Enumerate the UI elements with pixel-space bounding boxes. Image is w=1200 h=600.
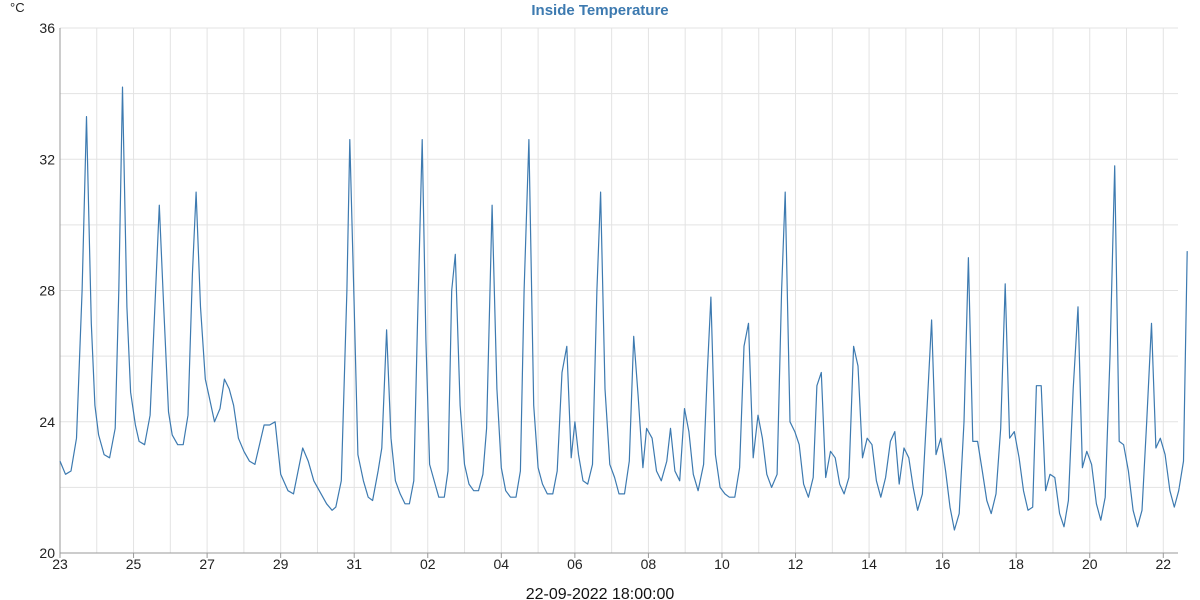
x-axis-label: 22-09-2022 18:00:00 — [526, 586, 675, 600]
x-tick-label: 31 — [346, 556, 362, 572]
y-tick-label: 28 — [39, 283, 55, 299]
x-tick-label: 08 — [641, 556, 657, 572]
x-axis-ticks: 23 25 27 29 31 02 04 06 08 10 12 14 16 18 20 22 — [52, 553, 1171, 572]
grid-lines — [59, 27, 1178, 554]
x-tick-label: 29 — [273, 556, 289, 572]
x-tick-label: 02 — [420, 556, 436, 572]
x-tick-label: 18 — [1008, 556, 1024, 572]
y-tick-label: 20 — [39, 545, 55, 561]
y-axis-unit: °C — [10, 0, 25, 15]
x-tick-label: 16 — [935, 556, 951, 572]
chart-title: Inside Temperature — [531, 2, 668, 19]
x-tick-label: 12 — [788, 556, 804, 572]
y-tick-label: 36 — [39, 20, 55, 36]
x-tick-label: 25 — [126, 556, 142, 572]
x-tick-label: 14 — [861, 556, 877, 572]
y-axis-ticks: 20 24 28 32 36 — [39, 20, 55, 561]
axes — [59, 28, 1178, 554]
x-tick-label: 10 — [714, 556, 730, 572]
x-tick-label: 22 — [1156, 556, 1172, 572]
x-tick-label: 04 — [494, 556, 510, 572]
y-tick-label: 32 — [39, 151, 55, 167]
y-tick-label: 24 — [39, 414, 55, 430]
x-tick-label: 23 — [52, 556, 68, 572]
x-tick-label: 27 — [199, 556, 215, 572]
x-tick-label: 06 — [567, 556, 583, 572]
series-line — [59, 86, 1188, 531]
x-tick-label: 20 — [1082, 556, 1098, 572]
